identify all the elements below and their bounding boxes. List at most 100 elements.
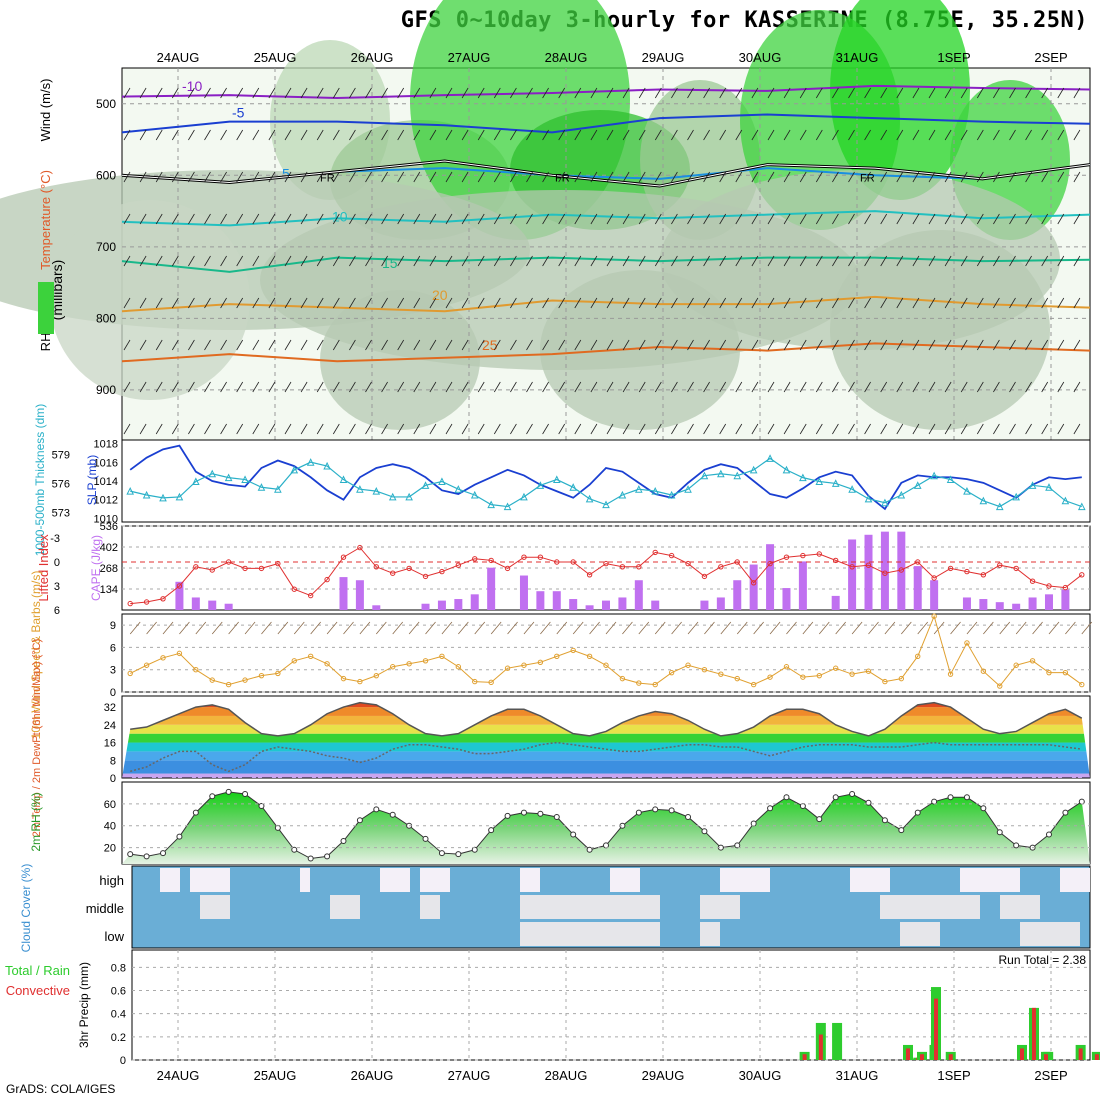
upper-wind-barb (719, 423, 727, 435)
upper-wind-barb (606, 381, 614, 393)
upper-wind-barb (751, 171, 759, 183)
upper-wind-barb (944, 87, 952, 99)
cape-bar (437, 600, 446, 610)
rh-marker (160, 850, 167, 857)
upper-wind-barb (832, 255, 839, 267)
rh-marker (242, 791, 249, 798)
upper-wind-barb (735, 87, 743, 99)
slp-tick-label: 1010 (94, 513, 118, 525)
wind-barb (277, 621, 289, 635)
upper-wind-barb (526, 255, 533, 267)
precip-conv-bar (948, 1054, 953, 1060)
thickness-tick-label: 576 (52, 478, 70, 490)
upper-wind-barb (912, 129, 920, 141)
rh-swatch (38, 282, 54, 334)
thickness-tick-label: 579 (52, 449, 70, 461)
upper-wind-barb (783, 297, 791, 309)
upper-wind-barb (139, 297, 147, 309)
upper-wind-barb (220, 423, 227, 435)
upper-wind-barb (1025, 87, 1032, 99)
upper-wind-barb (606, 87, 614, 99)
wind-barb (1081, 621, 1093, 635)
upper-wind-barb (735, 129, 743, 141)
upper-wind-barb (590, 87, 598, 99)
upper-wind-barb (477, 129, 485, 141)
slp-line (129, 444, 1082, 511)
upper-wind-barb (188, 255, 195, 267)
upper-wind-barb (687, 255, 694, 267)
upper-wind-barb (654, 87, 662, 99)
upper-wind-barb (654, 129, 662, 141)
upper-wind-barb (960, 381, 968, 393)
upper-wind-barb (510, 213, 517, 225)
rh-marker (816, 816, 823, 823)
wind-barb (310, 621, 321, 635)
upper-wind-barb (542, 129, 549, 141)
cape-tick-label: 402 (100, 542, 118, 554)
upper-wind-barb (493, 87, 501, 99)
upper-wind-barb (928, 423, 936, 435)
upper-wind-barb (735, 423, 743, 435)
rh-shade-13 (540, 270, 740, 430)
upper-wind-barb (204, 381, 211, 393)
cloud-patch (700, 922, 720, 946)
isotherm-line (121, 256, 1091, 273)
rh-marker (455, 851, 462, 858)
upper-wind-barb (284, 87, 292, 99)
temp-band (122, 760, 1090, 774)
upper-wind-barb (880, 423, 888, 435)
upper-wind-barb (1057, 255, 1065, 267)
upper-wind-barb (912, 297, 920, 309)
upper-wind-barb (413, 129, 421, 141)
temp-tick-label: 24 (104, 720, 116, 732)
top-date-label: 2SEP (1034, 50, 1067, 65)
cloud-patch (300, 868, 310, 892)
upper-wind-barb (171, 87, 179, 99)
rh-marker (504, 812, 511, 819)
upper-wind-barb (445, 297, 453, 309)
wind-barb (818, 621, 830, 635)
thickness-marker (766, 454, 774, 462)
upper-wind-barb (703, 423, 710, 435)
upper-wind-barb (236, 297, 244, 309)
upper-wind-barb (461, 129, 469, 141)
upper-wind-barb (510, 381, 517, 393)
upper-wind-barb (542, 381, 549, 393)
temp-tick-label: 32 (104, 702, 116, 714)
upper-wind-barb (767, 87, 775, 99)
temp-line (130, 701, 1083, 737)
pressure-tick-label: 900 (96, 383, 116, 397)
wind-barb (638, 621, 650, 635)
upper-wind-barb (123, 339, 131, 351)
upper-wind-barb (445, 171, 453, 183)
upper-wind-barb (349, 213, 356, 225)
wind-barb (343, 621, 354, 635)
wind-marker (734, 675, 740, 682)
upper-wind-barb (139, 171, 147, 183)
upper-wind-barb (622, 255, 630, 267)
rh-marker (176, 833, 183, 840)
pressure-tick-label: 700 (96, 240, 116, 254)
upper-wind-barb (510, 255, 517, 267)
wind-barb (523, 621, 535, 635)
wind-barb (408, 621, 420, 635)
upper-wind-barb (896, 129, 904, 141)
cape-tick-label: 134 (100, 584, 118, 596)
upper-wind-barb (252, 255, 260, 267)
isotherm-label: -5 (232, 105, 245, 121)
upper-wind-barb (976, 339, 984, 351)
upper-wind-barb (284, 129, 292, 141)
upper-wind-barb (284, 255, 292, 267)
upper-wind-barb (365, 423, 372, 435)
upper-wind-barb (799, 87, 807, 99)
upper-wind-barb (332, 423, 340, 435)
wind-barb (228, 621, 239, 635)
upper-wind-barb (719, 381, 727, 393)
cape-bar (897, 531, 906, 610)
li-marker (307, 592, 314, 599)
upper-wind-barb (171, 339, 179, 351)
cloud-patch (960, 868, 1020, 892)
upper-wind-barb (332, 213, 340, 225)
wind-marker (783, 664, 790, 670)
precip-tick-label: 0.6 (111, 986, 126, 998)
